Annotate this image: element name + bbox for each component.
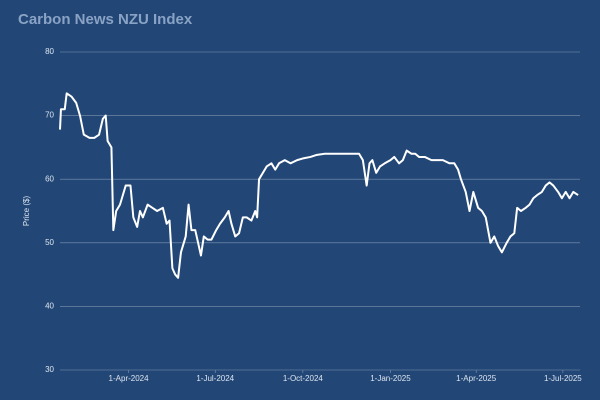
x-tick-label: 1-Apr-2025 — [456, 374, 497, 383]
x-tick-label: 1-Jul-2024 — [196, 374, 234, 383]
y-tick-label: 70 — [45, 111, 54, 120]
y-tick-label: 40 — [45, 302, 54, 311]
price-line — [59, 92, 579, 279]
x-tick-label: 1-Jul-2025 — [544, 374, 582, 383]
y-axis-label: Price ($) — [22, 196, 31, 227]
x-tick-label: 1-Apr-2024 — [109, 374, 150, 383]
y-tick-label: 60 — [45, 174, 54, 183]
x-tick-label: 1-Jan-2025 — [370, 374, 411, 383]
y-tick-label: 80 — [45, 47, 54, 56]
chart-title: Carbon News NZU Index — [18, 11, 193, 28]
y-tick-label: 50 — [45, 238, 54, 247]
x-tick-label: 1-Oct-2024 — [283, 374, 324, 383]
y-tick-label: 30 — [45, 365, 54, 374]
